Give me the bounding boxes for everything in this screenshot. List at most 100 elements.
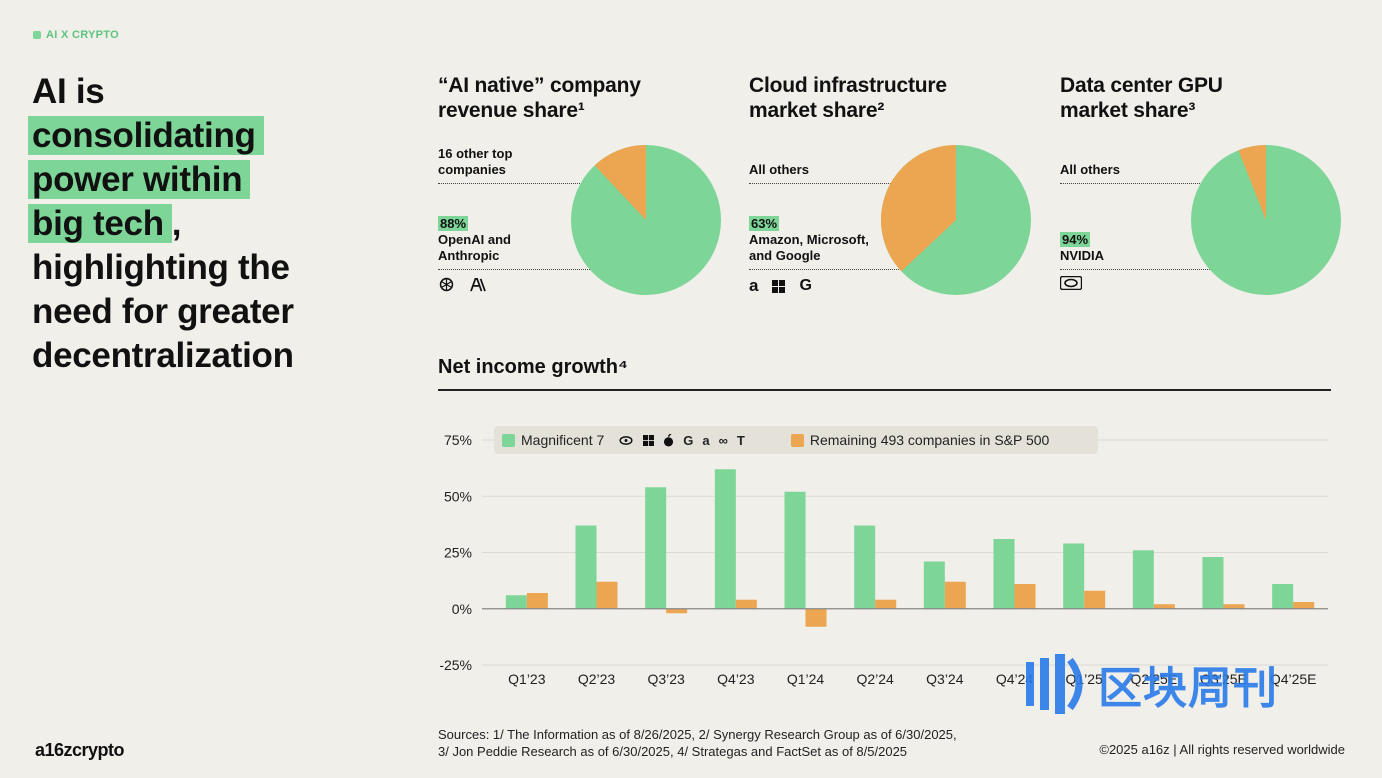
net-income-chart: -25% 0% 25% 50% 75% Q1’23 Q2’23 Q3’23 Q4’23 Q1’24… <box>439 432 1328 687</box>
pie-1-others-label-line-2: companies <box>438 162 506 177</box>
pie-2-others-label-line-1: All others <box>749 162 809 177</box>
copyright: ©2025 a16z | All rights reserved worldwi… <box>1099 742 1345 757</box>
x-tick-label: Q3’23 <box>647 671 685 687</box>
pie-3-icons <box>1060 276 1082 290</box>
pie-3-others-label: All others <box>1060 162 1120 178</box>
a16zcrypto-logo: a16zcrypto <box>35 740 125 760</box>
bar-remaining <box>1014 584 1036 609</box>
google-icon: G <box>683 432 694 448</box>
pie-2-title-line-1: Cloud infrastructure <box>749 74 947 97</box>
x-tick-label: Q4’24 <box>996 671 1034 687</box>
watermark-logo-icon <box>1026 654 1083 714</box>
pie-1-others-label-line-1: 16 other top <box>438 146 513 161</box>
section-tag-label: AI X CRYPTO <box>46 29 119 41</box>
bar-remaining <box>1293 602 1315 609</box>
pie-1-icons <box>438 276 487 293</box>
pie-3-percent: 94% <box>1060 232 1091 247</box>
tesla-icon: T <box>736 432 745 448</box>
bar-remaining <box>526 593 548 609</box>
x-tick-label: Q1’23 <box>508 671 546 687</box>
pie-1-main-divider <box>438 269 630 270</box>
pie-1-title-line-1: “AI native” company <box>438 74 641 97</box>
x-tick-label: Q2’25E <box>1130 671 1177 687</box>
microsoft-icon <box>772 279 786 293</box>
headline-line-3: power within <box>28 160 251 199</box>
headline-line-4-highlight: big tech <box>28 204 172 243</box>
pie-1-percent: 88% <box>438 216 469 231</box>
legend-swatch-remaining <box>790 433 804 447</box>
pie-2-main-label-line-1: Amazon, Microsoft, <box>749 232 869 247</box>
y-tick-label: 50% <box>444 488 472 504</box>
pie-1-chart <box>571 145 721 295</box>
pie-1-title: “AI native” company revenue share¹ <box>438 73 641 123</box>
legend-label-remaining: Remaining 493 companies in S&P 500 <box>809 432 1050 448</box>
pie-2-chart <box>881 145 1031 295</box>
pie-2-others-label: All others <box>749 162 809 178</box>
x-tick-label: Q2’24 <box>856 671 894 687</box>
pie-2-main-divider <box>749 269 941 270</box>
tag-dot <box>33 31 41 39</box>
nvidia-icon <box>618 435 634 446</box>
sources-line-2: 3/ Jon Peddie Research as of 6/30/2025, … <box>438 744 908 759</box>
y-tick-label: 75% <box>444 432 472 448</box>
pie-3-others-divider <box>1060 183 1252 184</box>
bar-remaining <box>735 599 757 609</box>
pie-1-others-label: 16 other top companies <box>438 146 512 178</box>
bar-remaining <box>805 608 827 627</box>
bar-mag7 <box>714 469 736 609</box>
pie-2-icons: a G <box>749 276 812 296</box>
bar-mag7 <box>923 561 945 609</box>
anthropic-icon <box>469 277 487 292</box>
bar-remaining <box>666 608 688 614</box>
watermark: 区块周刊 <box>1024 652 1278 716</box>
y-tick-label: -25% <box>439 657 472 673</box>
watermark-text: 区块周刊 <box>1098 664 1278 713</box>
pie-2-main-label: 63% Amazon, Microsoft, and Google <box>749 216 869 264</box>
bar-remaining <box>1223 604 1245 609</box>
pie-2-title: Cloud infrastructure market share² <box>749 73 947 123</box>
bar-mag7 <box>854 525 876 609</box>
pie-3-title: Data center GPU market share³ <box>1060 73 1223 123</box>
bar-mag7 <box>993 539 1015 609</box>
y-tick-label: 25% <box>444 545 472 561</box>
headline-line-7: decentralization <box>32 336 294 375</box>
pie-3-main-label-line-1: NVIDIA <box>1060 248 1105 263</box>
headline-line-2: consolidating <box>28 116 264 155</box>
headline: AI is consolidating power within big tec… <box>28 70 372 378</box>
pie-2-title-line-2: market share² <box>749 99 885 122</box>
pie-3-main-label: 94% NVIDIA <box>1060 232 1104 264</box>
x-tick-label: Q4’25E <box>1270 671 1317 687</box>
x-tick-label: Q2’23 <box>578 671 616 687</box>
amazon-icon: a <box>702 432 710 448</box>
bar-remaining <box>1084 590 1106 609</box>
bar-mag7 <box>575 525 597 609</box>
headline-line-6: need for greater <box>32 292 294 331</box>
headline-line-5: highlighting the <box>32 248 290 287</box>
legend-label-mag7: Magnificent 7 <box>521 432 605 448</box>
headline-line-4-comma: , <box>171 204 182 243</box>
pie-1-main-label-line-2: Anthropic <box>438 248 500 263</box>
pie-1-others-divider <box>438 183 630 184</box>
chart-legend: Magnificent 7 G a ∞ T Remaining 493 comp… <box>494 426 1098 454</box>
meta-icon: ∞ <box>718 432 728 448</box>
pie-2-others-divider <box>749 183 941 184</box>
bar-mag7 <box>784 491 806 609</box>
pie-1-title-line-2: revenue share¹ <box>438 99 585 122</box>
pie-3-main-divider <box>1060 269 1252 270</box>
pie-2-main-label-line-2: and Google <box>749 248 821 263</box>
pie-3-chart <box>1191 145 1341 295</box>
bar-remaining <box>596 581 618 609</box>
pie-3-others-slice <box>1238 145 1266 220</box>
legend-mag7-logos: G a ∞ T <box>618 433 745 448</box>
microsoft-icon <box>643 434 655 446</box>
bar-remaining <box>875 599 897 609</box>
bar-remaining <box>944 581 966 609</box>
headline-line-1: AI is <box>32 72 105 111</box>
pie-3-others-label-line-1: All others <box>1060 162 1120 177</box>
chart-title-rule <box>438 389 1331 391</box>
legend-swatch-mag7 <box>502 433 515 447</box>
x-tick-label: Q3’25E <box>1200 671 1247 687</box>
y-tick-label: 0% <box>452 601 472 617</box>
nvidia-icon <box>1060 276 1082 290</box>
pie-3-title-line-2: market share³ <box>1060 99 1196 122</box>
